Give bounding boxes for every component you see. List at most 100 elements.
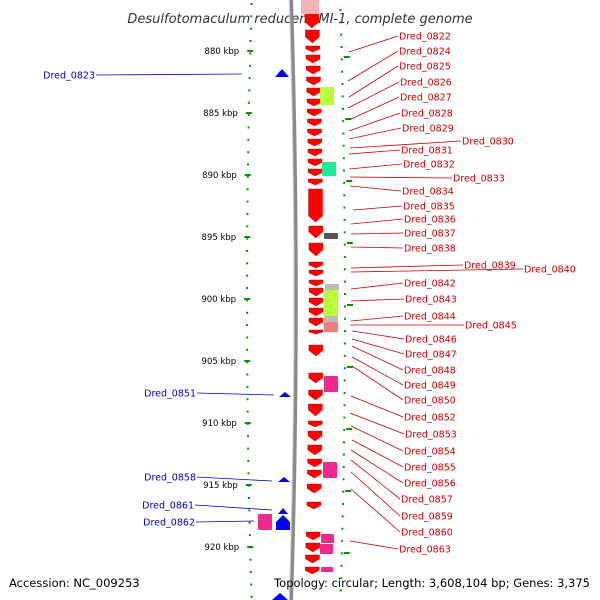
ruler-dot	[339, 21, 342, 24]
gene-label-forward: Dred_0852	[404, 413, 456, 424]
forward-gene-arrow	[308, 372, 323, 384]
gene-label-forward: Dred_0845	[465, 321, 517, 332]
ruler-dot	[340, 33, 343, 36]
ruler-dot	[249, 27, 252, 30]
ruler-dot	[246, 373, 249, 376]
gene-label-forward: Dred_0837	[404, 229, 456, 240]
forward-gene-arrow	[305, 45, 320, 53]
ruler-dot	[343, 181, 346, 184]
ruler-dot	[343, 206, 346, 209]
kbp-tick	[244, 422, 251, 424]
ruler-dot	[344, 293, 346, 295]
reverse-gene-arrow	[272, 593, 288, 600]
ruler-dot	[248, 497, 250, 499]
gene-label-reverse: Dred_0858	[144, 473, 196, 484]
forward-gene-arrow	[308, 403, 323, 417]
backbone	[288, 0, 298, 600]
ruler-dot	[343, 441, 345, 444]
gene-label-forward: Dred_0842	[404, 279, 456, 290]
forward-gene-arrow	[308, 389, 323, 401]
gene-label-forward: Dred_0824	[399, 47, 451, 58]
gene-label-forward: Dred_0835	[403, 202, 455, 213]
gene-label-forward: Dred_0850	[404, 396, 456, 407]
ruler-dot	[246, 262, 249, 265]
label-leaders	[95, 35, 524, 550]
ruler-dot	[247, 447, 250, 450]
label-leader	[348, 127, 402, 140]
genome-backbone	[289, 0, 298, 600]
label-leader	[349, 140, 462, 149]
ruler-dot	[342, 107, 344, 110]
ruler-dot	[246, 225, 249, 228]
gene-feature-block	[324, 376, 338, 392]
forward-gene-arrow	[307, 458, 322, 468]
gene-label-forward: Dred_0827	[400, 93, 452, 104]
forward-gene-arrow	[306, 87, 321, 97]
ruler-dot	[246, 336, 249, 339]
kbp-tick	[244, 298, 250, 300]
forward-gene-arrow	[307, 469, 322, 479]
ruler-dot	[341, 540, 344, 543]
gene-label-forward: Dred_0857	[401, 495, 453, 506]
label-leader	[349, 540, 399, 550]
kbp-tick	[245, 484, 252, 486]
ruler-dot	[248, 77, 251, 80]
ruler-dot	[250, 595, 253, 598]
kbp-tick	[346, 428, 353, 430]
reverse-gene-arrow	[276, 515, 290, 530]
kbp-label: 895 kbp	[202, 233, 237, 243]
ruler-dot	[249, 40, 252, 42]
forward-gene-arrow	[308, 329, 324, 335]
gene-label-forward: Dred_0838	[404, 244, 456, 255]
gene-label-forward: Dred_0860	[401, 528, 453, 539]
ruler-dot	[340, 564, 343, 567]
ruler-dot	[342, 490, 345, 493]
forward-gene-arrow	[306, 76, 321, 86]
kbp-label: 900 kbp	[201, 295, 236, 305]
forward-gene-arrow	[307, 118, 322, 127]
ruler-dot	[247, 114, 250, 117]
label-leader	[350, 488, 401, 533]
ruler-dot	[344, 280, 346, 283]
gene-label-reverse: Dred_0851	[144, 389, 196, 400]
ruler-dot	[343, 194, 346, 197]
gene-label-forward: Dred_0830	[462, 137, 514, 148]
ruler-dot	[250, 3, 253, 5]
gene-label-forward: Dred_0863	[399, 545, 451, 556]
gene-feature-block	[321, 567, 333, 572]
label-leader	[350, 264, 464, 269]
label-leader	[351, 338, 405, 355]
ruler-dot	[246, 361, 249, 364]
gene-label-forward: Dred_0846	[405, 335, 457, 346]
ruler-dot	[343, 391, 346, 394]
ruler-dot	[343, 243, 346, 246]
genome-backbone-highlight	[288, 0, 295, 600]
ruler-dot	[342, 157, 345, 160]
gene-label-forward: Dred_0839	[464, 261, 516, 272]
ruler-dot	[248, 101, 250, 104]
forward-gene-arrow	[308, 344, 324, 357]
label-leader	[347, 81, 400, 109]
label-leader	[348, 65, 399, 98]
gene-label-forward: Dred_0828	[401, 109, 453, 120]
ruler-dot	[247, 126, 250, 129]
ruler-dot	[248, 64, 251, 67]
ruler-dot	[249, 558, 252, 561]
kbp-tick	[345, 118, 352, 120]
forward-gene-arrow	[307, 108, 322, 117]
gene-feature-block	[324, 316, 338, 322]
ruler-dot	[343, 268, 346, 271]
kbp-tick	[346, 180, 353, 182]
ruler-dot	[343, 231, 346, 234]
forward-gene-arrow	[305, 29, 320, 44]
forward-gene-arrow	[308, 307, 324, 317]
forward-gene-arrow	[308, 188, 323, 223]
forward-gene-arrow	[308, 317, 324, 327]
gene-label-forward: Dred_0831	[401, 146, 453, 157]
label-leader	[195, 520, 255, 523]
kbp-label: 880 kbp	[205, 47, 240, 57]
forward-gene-arrow	[305, 554, 320, 564]
kbp-tick	[247, 546, 254, 548]
gene-label-forward: Dred_0847	[405, 350, 457, 361]
